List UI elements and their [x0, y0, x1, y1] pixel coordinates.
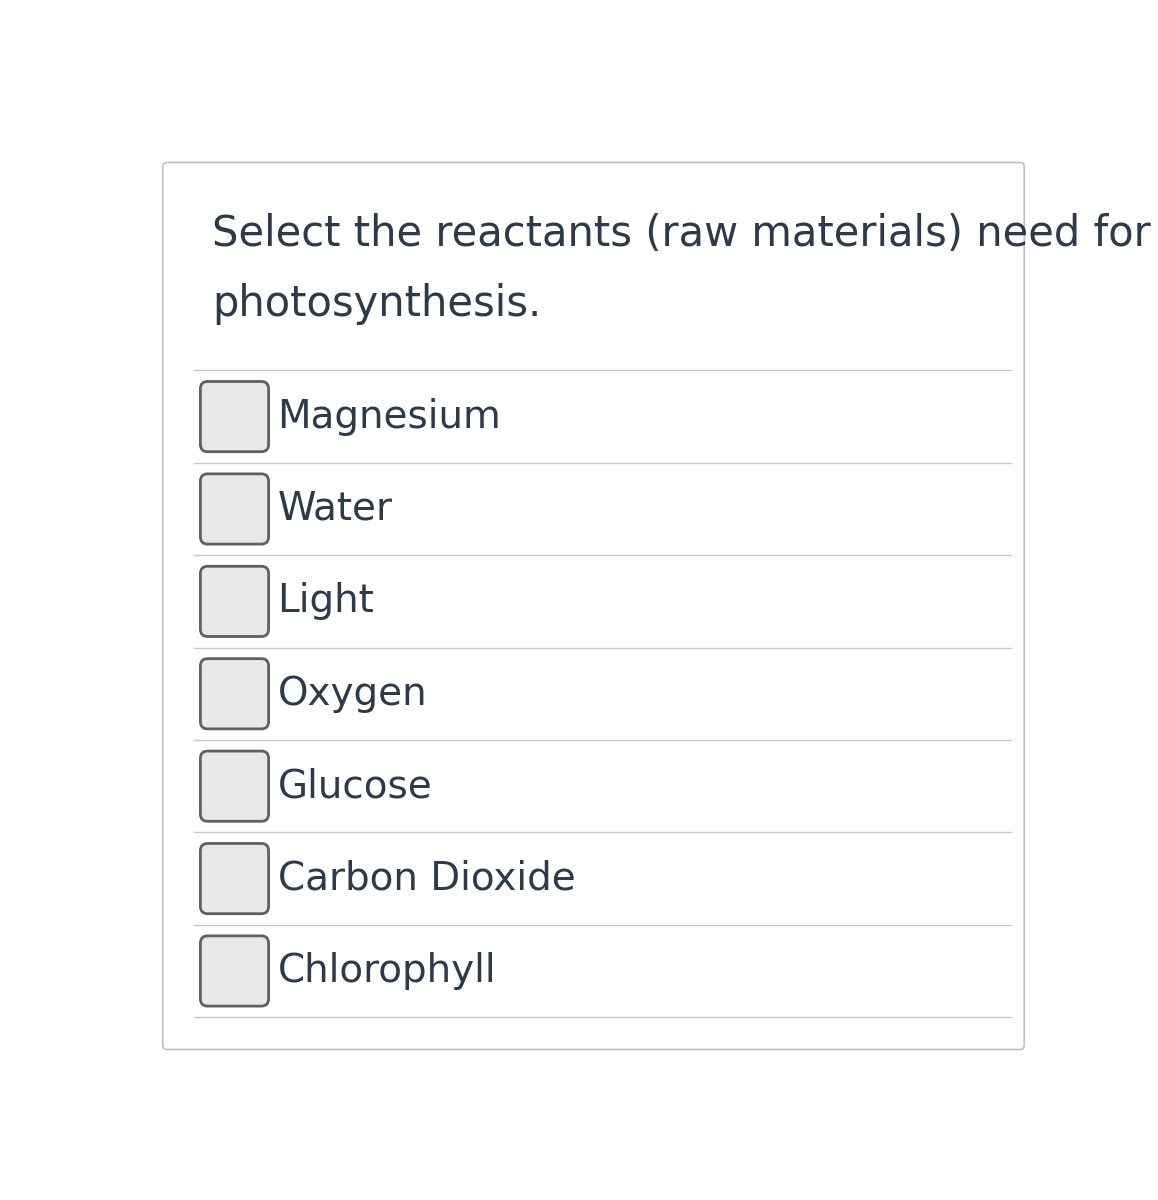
Text: Magnesium: Magnesium [278, 397, 501, 436]
FancyBboxPatch shape [200, 659, 269, 728]
Text: Oxygen: Oxygen [278, 674, 427, 713]
FancyBboxPatch shape [200, 566, 269, 636]
FancyBboxPatch shape [200, 474, 269, 544]
Text: photosynthesis.: photosynthesis. [212, 282, 541, 324]
FancyBboxPatch shape [200, 844, 269, 913]
FancyBboxPatch shape [200, 936, 269, 1006]
Text: Water: Water [278, 490, 393, 528]
FancyBboxPatch shape [200, 382, 269, 451]
Text: Select the reactants (raw materials) need for: Select the reactants (raw materials) nee… [212, 214, 1151, 256]
Text: Chlorophyll: Chlorophyll [278, 952, 496, 990]
FancyBboxPatch shape [162, 162, 1024, 1050]
Text: Glucose: Glucose [278, 767, 432, 805]
FancyBboxPatch shape [200, 751, 269, 821]
Text: Light: Light [278, 582, 374, 620]
Text: Carbon Dioxide: Carbon Dioxide [278, 859, 576, 898]
